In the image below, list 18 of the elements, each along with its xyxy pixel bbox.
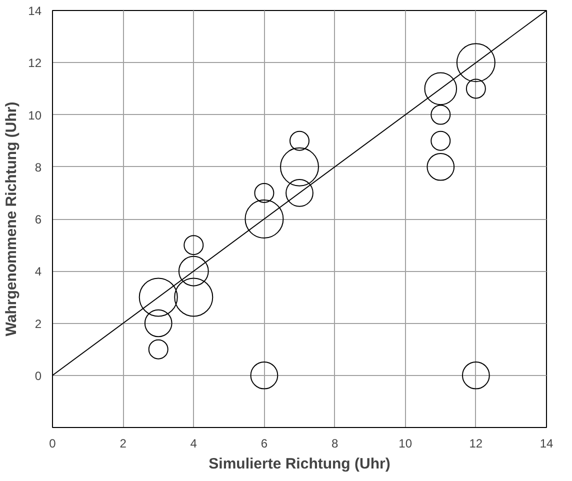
y-tick-label: 2 — [34, 316, 42, 331]
y-tick-label: 14 — [28, 4, 42, 18]
y-tick-label: 12 — [28, 56, 42, 70]
x-axis-title: Simulierte Richtung (Uhr) — [208, 456, 390, 472]
x-tick-label: 0 — [49, 436, 56, 450]
x-tick-label: 6 — [260, 436, 268, 450]
y-axis-title: Wahrgenommene Richtung (Uhr) — [3, 102, 20, 336]
y-tick-label: 0 — [34, 368, 42, 383]
x-tick-label: 4 — [190, 436, 198, 450]
y-tick-label: 8 — [34, 160, 42, 174]
y-tick-label: 4 — [34, 264, 42, 279]
y-tick-label: 6 — [34, 212, 42, 226]
x-tick-label: 10 — [398, 436, 412, 450]
x-tick-label: 8 — [331, 436, 338, 450]
x-tick-label: 2 — [120, 436, 127, 450]
x-tick-label: 14 — [540, 436, 554, 450]
x-tick-label: 12 — [469, 436, 483, 450]
y-tick-label: 10 — [28, 108, 42, 122]
